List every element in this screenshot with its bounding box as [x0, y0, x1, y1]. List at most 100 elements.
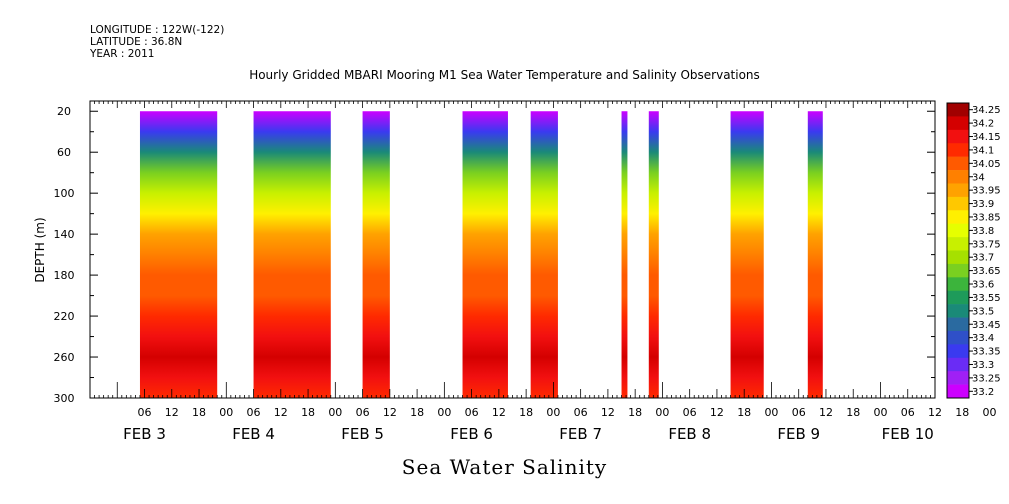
- x-hour-label: 00: [546, 406, 560, 419]
- x-hour-label: 00: [983, 406, 997, 419]
- x-day-label: FEB 7: [559, 425, 602, 443]
- figure-caption: Sea Water Salinity: [401, 455, 608, 479]
- colorbar-swatch: [947, 210, 969, 224]
- colorbar-swatch: [947, 344, 969, 359]
- x-hour-label: 18: [519, 406, 533, 419]
- x-hour-label: 18: [301, 406, 315, 419]
- y-tick-label: 60: [57, 146, 71, 159]
- x-hour-label: 12: [383, 406, 397, 419]
- y-tick-label: 300: [54, 392, 75, 405]
- x-hour-label: 00: [873, 406, 887, 419]
- colorbar-label: 33.55: [972, 293, 1001, 304]
- x-day-label: FEB 9: [777, 425, 820, 443]
- x-hour-label: 12: [274, 406, 288, 419]
- colorbar-swatch: [947, 116, 969, 131]
- x-hour-label: 06: [792, 406, 806, 419]
- chart-metadata: LONGITUDE : 122W(-122) LATITUDE : 36.8N …: [90, 24, 224, 60]
- x-hour-label: 18: [737, 406, 751, 419]
- x-hour-label: 00: [655, 406, 669, 419]
- colorbar-swatch: [947, 304, 969, 318]
- x-hour-label: 12: [492, 406, 506, 419]
- longitude-label: LONGITUDE : 122W(-122): [90, 24, 225, 36]
- data-segment-2: [253, 111, 331, 398]
- colorbar-label: 33.2: [972, 387, 994, 398]
- data-segment-9: [807, 111, 823, 398]
- colorbar-label: 33.5: [972, 306, 994, 317]
- x-hour-label: 12: [710, 406, 724, 419]
- colorbar-label: 34.15: [972, 132, 1001, 143]
- year-label: YEAR : 2011: [90, 48, 155, 60]
- y-tick-label: 140: [54, 228, 75, 241]
- colorbar-swatch: [947, 237, 969, 251]
- y-tick-label: 100: [54, 187, 75, 200]
- colorbar-label: 33.95: [972, 186, 1001, 197]
- colorbar-swatch: [947, 223, 969, 238]
- colorbar-label: 33.25: [972, 373, 1001, 384]
- colorbar-swatch: [947, 384, 969, 399]
- colorbar-label: 33.35: [972, 347, 1001, 358]
- x-day-label: FEB 6: [450, 425, 493, 443]
- y-tick-label: 220: [54, 310, 75, 323]
- colorbar-border: [946, 102, 970, 399]
- x-hour-label: 06: [356, 406, 370, 419]
- colorbar: 34.25 34.2 34.15 34.1 34.05 34 33.95 33.9 33.85 3…: [946, 102, 1001, 399]
- colorbar-label: 33.4: [972, 333, 994, 344]
- x-hour-label: 00: [328, 406, 342, 419]
- colorbar-swatch: [947, 330, 969, 345]
- colorbar-swatch: [947, 277, 969, 292]
- colorbar-label: 33.85: [972, 212, 1001, 223]
- colorbar-label: 34.1: [972, 145, 994, 156]
- colorbar-label: 33.65: [972, 266, 1001, 277]
- colorbar-swatch: [947, 143, 969, 157]
- x-hour-label: 12: [928, 406, 942, 419]
- data-segments: [139, 111, 823, 398]
- x-hour-label: 06: [247, 406, 261, 419]
- colorbar-swatch: [947, 103, 969, 117]
- x-hour-label: 00: [219, 406, 233, 419]
- colorbar-label: 33.9: [972, 199, 994, 210]
- y-tick-label: 260: [54, 351, 75, 364]
- colorbar-swatch: [947, 371, 969, 385]
- data-segment-8: [730, 111, 764, 398]
- x-hour-label: 06: [901, 406, 915, 419]
- x-hour-label: 18: [628, 406, 642, 419]
- colorbar-label: 33.3: [972, 360, 994, 371]
- colorbar-swatch: [947, 156, 969, 171]
- x-hour-label: 18: [846, 406, 860, 419]
- x-day-label: FEB 3: [123, 425, 166, 443]
- x-hour-label: 06: [138, 406, 152, 419]
- data-segment-7: [648, 111, 659, 398]
- data-segment-6: [621, 111, 628, 398]
- colorbar-swatch: [947, 129, 969, 144]
- y-tick-label: 180: [54, 269, 75, 282]
- x-hour-label: 00: [437, 406, 451, 419]
- x-hour-label: 00: [764, 406, 778, 419]
- x-hour-label: 18: [410, 406, 424, 419]
- colorbar-label: 33.75: [972, 239, 1001, 250]
- x-hour-label: 12: [601, 406, 615, 419]
- colorbar-label: 33.6: [972, 280, 994, 291]
- colorbar-label: 34.2: [972, 119, 994, 130]
- colorbar-swatch: [947, 290, 969, 305]
- chart-title: Hourly Gridded MBARI Mooring M1 Sea Wate…: [249, 68, 760, 82]
- colorbar-swatch: [947, 170, 969, 184]
- x-day-label: FEB 8: [668, 425, 711, 443]
- colorbar-label: 34: [972, 172, 985, 183]
- colorbar-swatch: [947, 317, 969, 332]
- x-hour-label: 06: [683, 406, 697, 419]
- x-axis: 06 12 18 00 06 12 18 00 06 12 18 00 06 12 18 00 06 12 18 00…: [89, 101, 997, 443]
- x-hour-label: 06: [465, 406, 479, 419]
- colorbar-swatch: [947, 263, 969, 278]
- colorbar-label: 33.7: [972, 253, 994, 264]
- colorbar-label: 33.45: [972, 320, 1001, 331]
- colorbar-label: 34.25: [972, 105, 1001, 116]
- colorbar-label: 33.8: [972, 226, 994, 237]
- data-segment-5: [530, 111, 558, 398]
- data-segment-3: [362, 111, 390, 398]
- data-segment-4: [462, 111, 508, 398]
- y-tick-label: 20: [57, 105, 71, 118]
- colorbar-swatch: [947, 196, 969, 211]
- y-axis: DEPTH (m) 20 60 100 140 180 220 260 300: [33, 105, 935, 405]
- colorbar-label: 34.05: [972, 159, 1001, 170]
